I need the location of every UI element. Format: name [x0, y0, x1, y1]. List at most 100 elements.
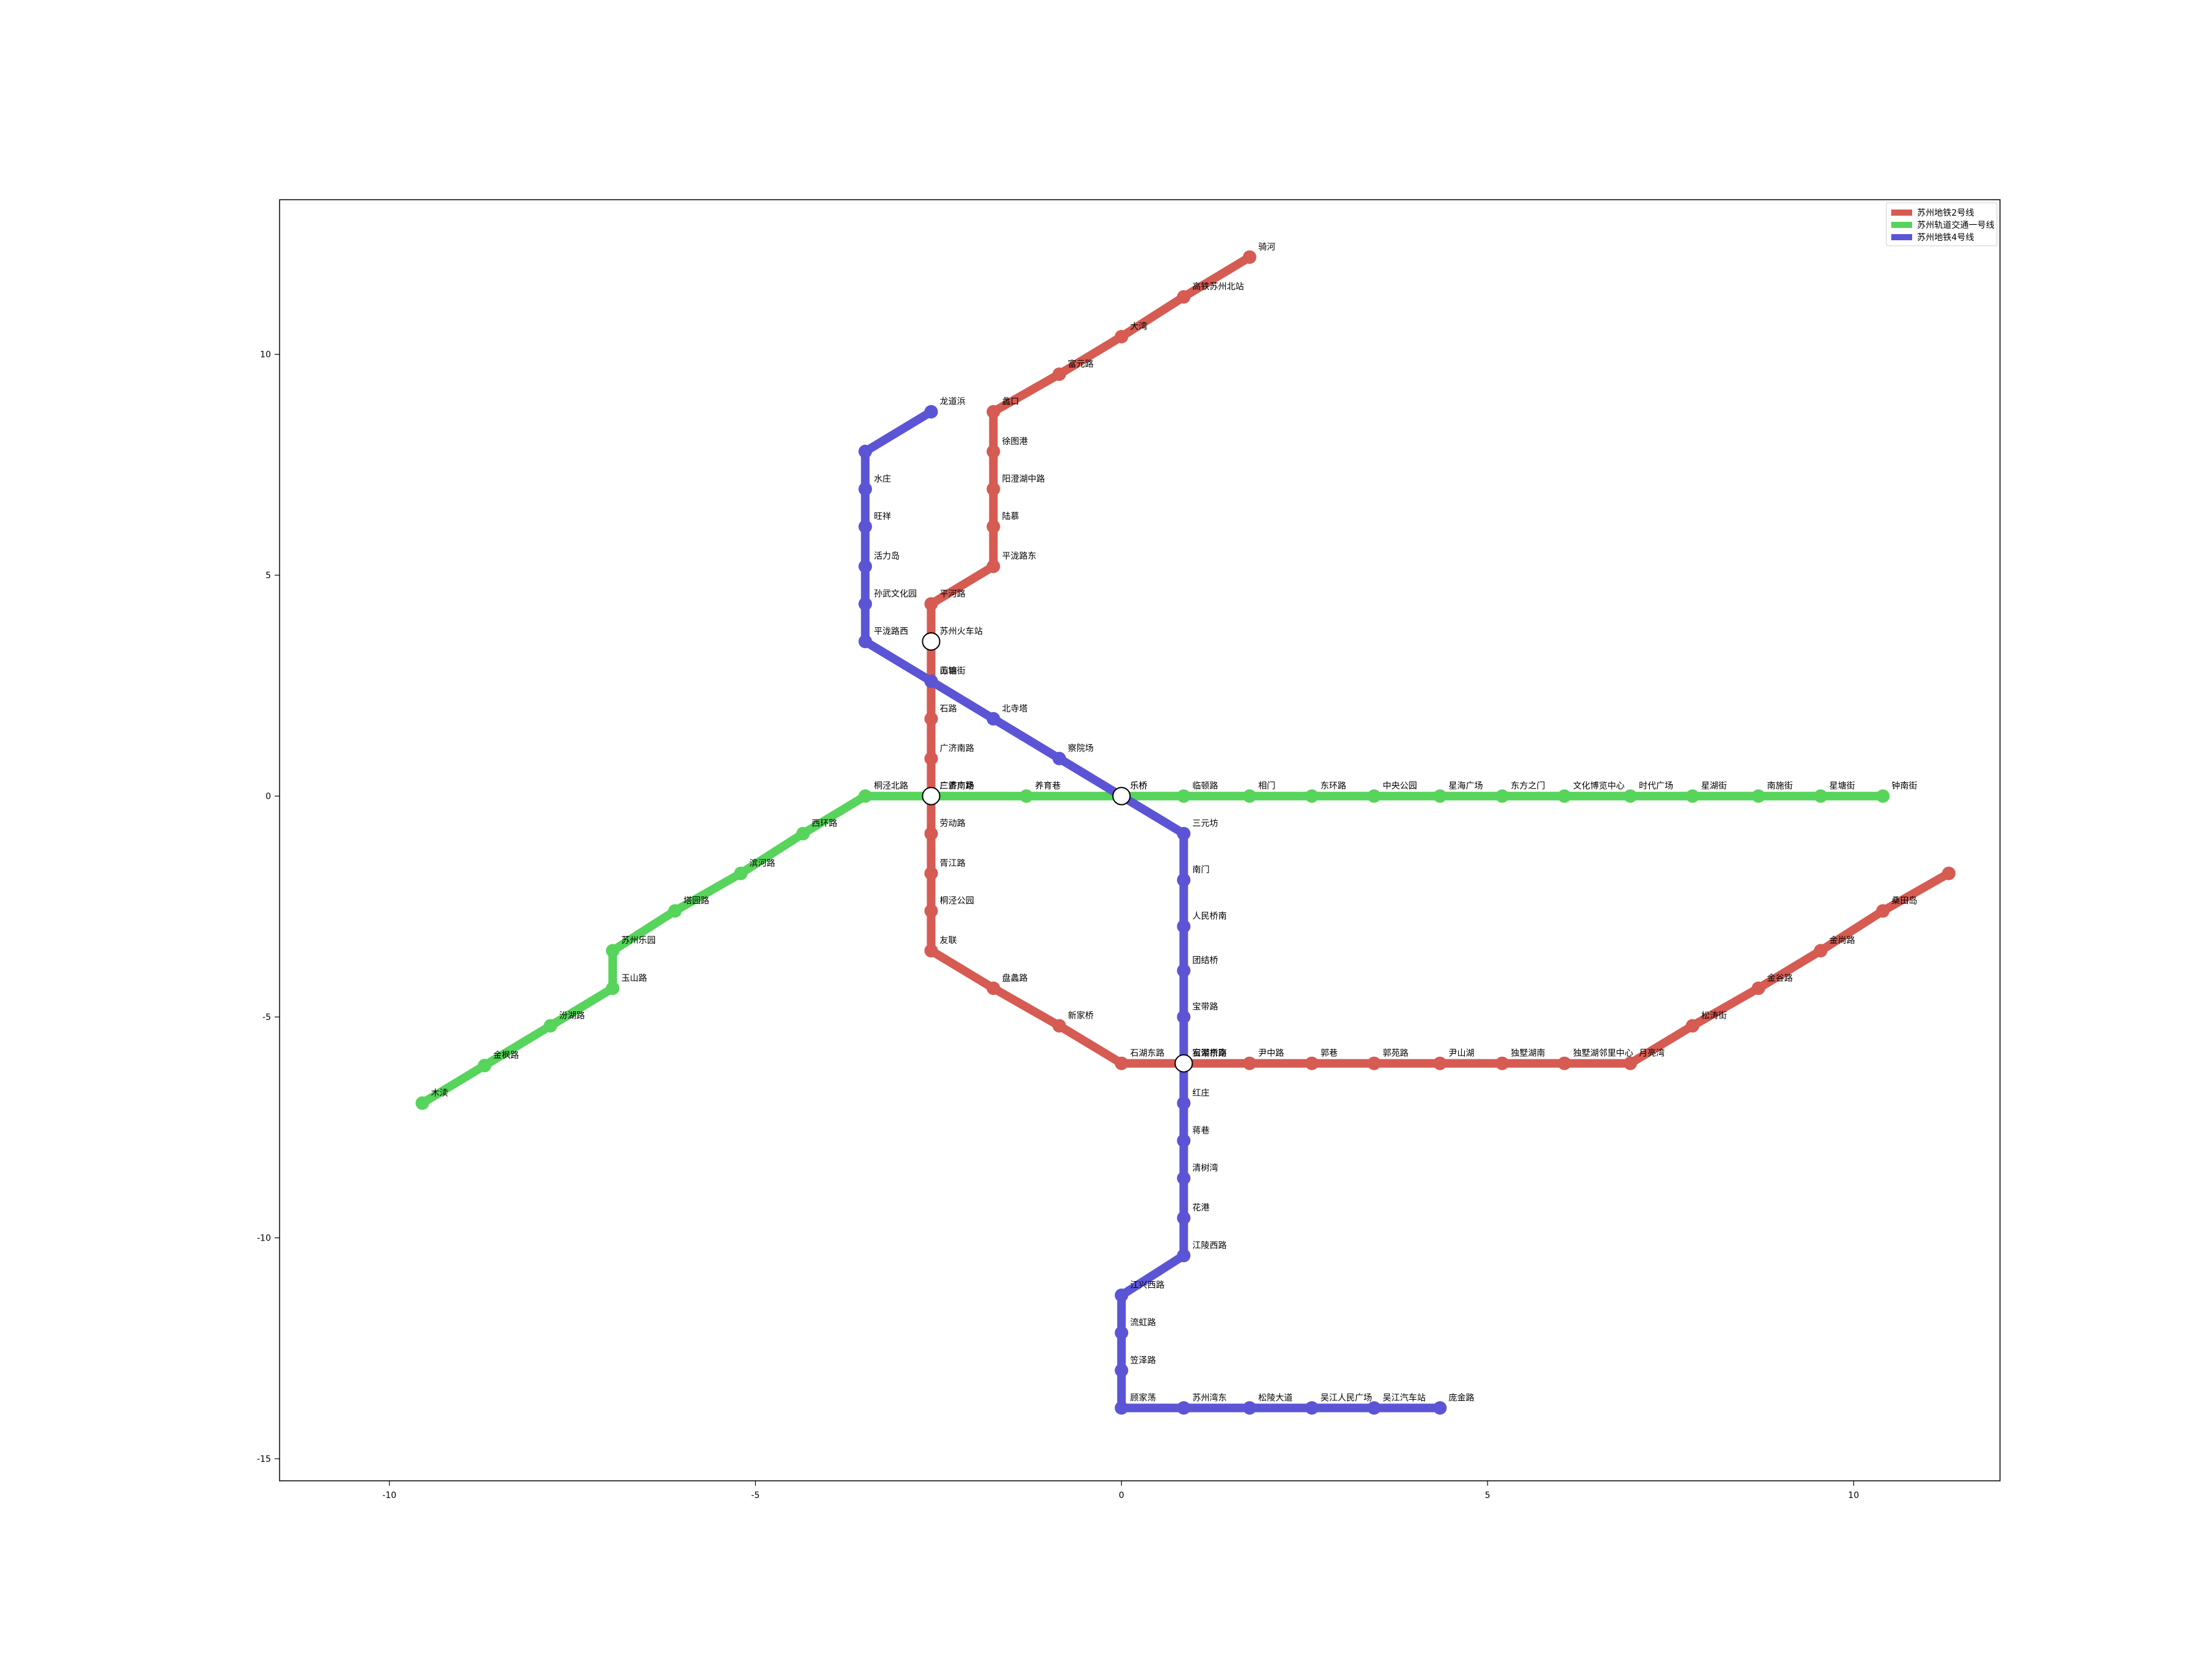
station-label: 清树湾 — [1192, 1163, 1218, 1174]
station-label: 旺祥 — [874, 512, 891, 522]
station-marker — [1052, 1019, 1066, 1033]
plot-frame — [279, 199, 2001, 1481]
station-marker — [1814, 944, 1828, 958]
station-marker — [1177, 873, 1191, 887]
station-marker — [1685, 789, 1700, 803]
station-label: 劳动路 — [939, 819, 965, 829]
y-tick-label: -10 — [257, 1234, 271, 1244]
station-marker — [924, 904, 938, 918]
station-label: 龙道浜 — [939, 397, 965, 407]
station-marker — [1685, 1019, 1700, 1033]
station-marker — [924, 712, 938, 726]
station-label: 金谷路 — [1767, 973, 1793, 983]
station-marker — [1495, 789, 1509, 803]
station-label: 钟南街 — [1891, 781, 1917, 791]
station-marker — [986, 405, 1000, 419]
station-label: 胥江路 — [939, 858, 965, 868]
station-label: 新家桥 — [1068, 1010, 1094, 1021]
station-label: 平泷路西 — [874, 627, 908, 637]
station-marker — [858, 789, 873, 803]
station-marker — [1177, 1401, 1191, 1415]
station-marker — [1305, 1401, 1319, 1415]
station-marker — [1177, 1171, 1191, 1185]
station-marker — [796, 826, 810, 841]
station-label: 蒋巷 — [1192, 1126, 1209, 1135]
station-label: 石湖东路 — [1130, 1049, 1164, 1059]
station-label: 平泷路东 — [1002, 552, 1037, 562]
station-marker — [986, 482, 1000, 496]
legend-label: 苏州地铁2号线 — [1917, 208, 1974, 218]
station-label: 三香广场 — [939, 782, 974, 791]
station-marker — [924, 674, 938, 688]
station-label: 时代广场 — [1639, 782, 1673, 791]
station-label: 蠡口 — [1002, 396, 1019, 407]
station-labels: 骑河高铁苏州北站大湾富元路蠡口徐图港阳澄湖中路陆慕平泷路东平河路苏州火车站山塘街… — [431, 242, 1917, 1403]
axes: -10 -5 0 5 10 -15 -10 -5 0 5 10 — [257, 350, 1859, 1500]
station-label: 活力岛 — [874, 552, 900, 562]
station-label: 花港 — [1192, 1203, 1209, 1213]
station-label: 陆慕 — [1002, 512, 1019, 522]
transfer-station-marker — [1174, 1054, 1193, 1073]
station-label: 东环路 — [1320, 782, 1346, 791]
station-label: 庞金路 — [1449, 1393, 1475, 1403]
station-marker — [1433, 1401, 1447, 1415]
station-label: 苏州湾东 — [1192, 1392, 1226, 1403]
station-marker — [924, 597, 938, 611]
station-marker — [858, 559, 873, 573]
station-label: 苏锦 — [939, 666, 957, 677]
station-marker — [1751, 789, 1765, 803]
station-marker — [1367, 1401, 1381, 1415]
station-label: 月亮湾 — [1639, 1048, 1665, 1059]
station-marker — [606, 944, 620, 958]
station-marker — [606, 981, 620, 995]
station-marker — [1623, 1056, 1637, 1070]
station-label: 桑田岛 — [1891, 896, 1917, 906]
station-marker — [734, 866, 748, 880]
station-label: 盘蠡路 — [1002, 973, 1028, 983]
station-marker — [986, 981, 1000, 995]
y-tick-label: 0 — [265, 792, 271, 802]
station-marker — [1115, 1056, 1129, 1070]
station-label: 乐桥 — [1130, 782, 1147, 791]
station-label: 南门 — [1192, 865, 1209, 875]
transfer-station-marker — [922, 632, 941, 651]
station-marker — [1495, 1056, 1509, 1070]
station-label: 察院场 — [1068, 743, 1094, 753]
station-marker — [924, 826, 938, 841]
y-tick-label: -15 — [257, 1454, 271, 1464]
station-marker — [1433, 1056, 1447, 1070]
station-marker — [1177, 1249, 1191, 1263]
station-label: 徐图港 — [1002, 437, 1028, 447]
legend-box — [1886, 202, 1998, 246]
station-marker — [1177, 826, 1191, 841]
station-label: 苏州火车站 — [939, 626, 982, 637]
station-marker — [1242, 250, 1257, 264]
station-label: 星塘街 — [1829, 782, 1855, 791]
station-marker — [668, 904, 682, 918]
station-marker — [415, 1096, 429, 1110]
y-tick-label: 10 — [260, 350, 271, 360]
station-label: 水庄 — [874, 474, 891, 484]
station-label: 三元坊 — [1192, 819, 1218, 829]
station-label: 相门 — [1258, 782, 1276, 791]
station-label: 金尚路 — [1829, 936, 1855, 946]
station-label: 南施街 — [1767, 782, 1793, 791]
transfer-station-marker — [1112, 786, 1131, 806]
station-label: 笠泽路 — [1130, 1355, 1156, 1365]
station-label: 石路 — [939, 704, 957, 714]
station-marker — [858, 444, 873, 458]
station-marker — [924, 751, 938, 766]
station-label: 高铁苏州北站 — [1192, 281, 1244, 292]
station-label: 宝带桥南 — [1192, 1049, 1226, 1059]
station-marker — [1177, 1134, 1191, 1148]
station-marker — [1242, 789, 1257, 803]
station-marker — [1177, 1211, 1191, 1225]
station-label: 顾家荡 — [1130, 1392, 1156, 1403]
station-marker — [1177, 789, 1191, 803]
station-marker — [477, 1059, 492, 1073]
station-marker — [1623, 789, 1637, 803]
station-markers — [415, 250, 1956, 1415]
station-label: 金枫路 — [493, 1051, 519, 1061]
station-label: 郭苑路 — [1382, 1048, 1408, 1059]
